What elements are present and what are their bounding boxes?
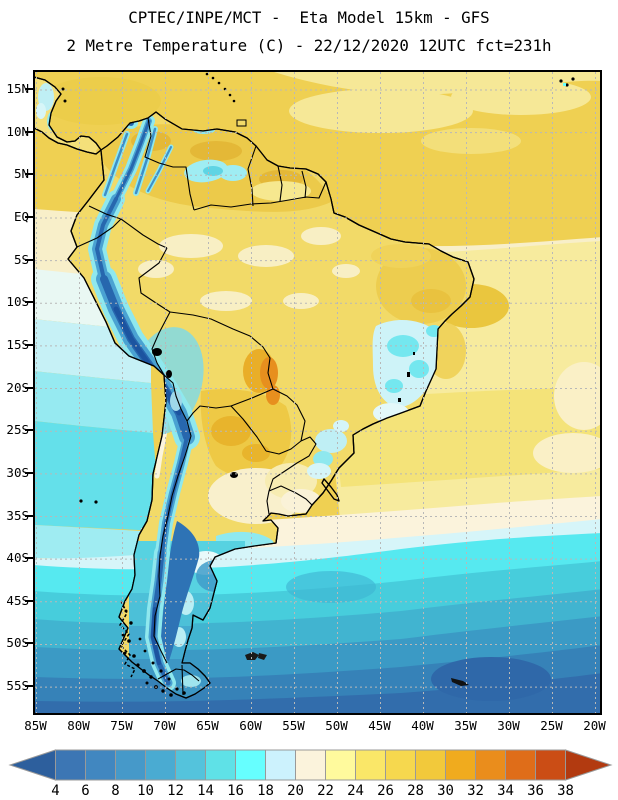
lat-tick-35S bbox=[25, 514, 33, 517]
colorbar-tick-24: 24 bbox=[347, 783, 364, 799]
colorbar-tick-12: 12 bbox=[167, 783, 184, 799]
colorbar-cell-4-6 bbox=[55, 749, 86, 781]
lat-label-45S: 45S bbox=[6, 592, 29, 608]
lat-tick-25S bbox=[25, 429, 33, 432]
colorbar-tick-38: 38 bbox=[557, 783, 574, 799]
lon-label-25W: 25W bbox=[540, 718, 563, 733]
colorbar-cell-34-36 bbox=[505, 749, 536, 781]
lat-tick-5S bbox=[25, 258, 33, 261]
lon-label-40W: 40W bbox=[411, 718, 434, 733]
lat-label-25S: 25S bbox=[6, 422, 29, 438]
colorbar-tick-22: 22 bbox=[317, 783, 334, 799]
lat-tick-15S bbox=[25, 343, 33, 346]
colorbar-tick-16: 16 bbox=[227, 783, 244, 799]
colorbar-cell-12-14 bbox=[175, 749, 206, 781]
colorbar-tick-18: 18 bbox=[257, 783, 274, 799]
lat-tick-20S bbox=[25, 386, 33, 389]
lat-label-40S: 40S bbox=[6, 550, 29, 566]
lat-label-30S: 30S bbox=[6, 464, 29, 480]
map-frame bbox=[33, 70, 602, 715]
lat-tick-10S bbox=[25, 301, 33, 304]
lat-label-10S: 10S bbox=[6, 294, 29, 310]
colorbar-cell-36-38 bbox=[535, 749, 566, 781]
figure-titles: CPTEC/INPE/MCT - Eta Model 15km - GFS 2 … bbox=[0, 4, 618, 60]
lat-label-35S: 35S bbox=[6, 507, 29, 523]
falkland-islands bbox=[245, 652, 259, 660]
grid-lines bbox=[35, 72, 600, 713]
colorbar-cell-10-12 bbox=[145, 749, 176, 781]
lat-tick-15N bbox=[25, 88, 33, 90]
colorbar-cell-28-30 bbox=[415, 749, 446, 781]
map-canvas bbox=[35, 72, 600, 713]
lat-label-55S: 55S bbox=[6, 678, 29, 694]
colorbar-cell-26-28 bbox=[385, 749, 416, 781]
lon-label-20W: 20W bbox=[583, 718, 606, 733]
colorbar-tick-8: 8 bbox=[111, 783, 119, 799]
colorbar-tick-30: 30 bbox=[437, 783, 454, 799]
colorbar-tick-34: 34 bbox=[497, 783, 514, 799]
colorbar-tick-28: 28 bbox=[407, 783, 424, 799]
colorbar-arrow-above-max bbox=[565, 749, 613, 781]
lat-tick-EQ bbox=[25, 215, 33, 218]
lat-tick-10N bbox=[25, 130, 33, 133]
colorbar-tick-6: 6 bbox=[81, 783, 89, 799]
lat-label-50S: 50S bbox=[6, 635, 29, 651]
lat-label-15S: 15S bbox=[6, 336, 29, 352]
colorbar-tick-32: 32 bbox=[467, 783, 484, 799]
title-line-2: 2 Metre Temperature (C) - 22/12/2020 12U… bbox=[66, 36, 552, 55]
lon-label-50W: 50W bbox=[325, 718, 348, 733]
colorbar-cell-20-22 bbox=[295, 749, 326, 781]
colorbar-cell-18-20 bbox=[265, 749, 296, 781]
land-temperature-shading bbox=[36, 83, 466, 698]
lon-label-30W: 30W bbox=[497, 718, 520, 733]
lat-label-15N: 15N bbox=[6, 81, 29, 96]
lat-tick-55S bbox=[25, 685, 33, 688]
colorbar-tick-10: 10 bbox=[137, 783, 154, 799]
lon-label-55W: 55W bbox=[282, 718, 305, 733]
colorbar-cell-30-32 bbox=[445, 749, 476, 781]
lat-tick-30S bbox=[25, 471, 33, 474]
colorbar-arrow-below-min bbox=[8, 749, 56, 781]
colorbar-tick-14: 14 bbox=[197, 783, 214, 799]
south-georgia-island bbox=[451, 678, 469, 686]
lat-label-20S: 20S bbox=[6, 379, 29, 395]
fjord-speckles bbox=[121, 609, 186, 697]
colorbar-cell-22-24 bbox=[325, 749, 356, 781]
colorbar-cell-8-10 bbox=[115, 749, 146, 781]
lat-label-5N: 5N bbox=[13, 166, 29, 182]
lat-tick-5N bbox=[25, 173, 33, 176]
lon-label-75W: 75W bbox=[110, 718, 133, 733]
colorbar-cell-14-16 bbox=[205, 749, 236, 781]
colorbar-tick-26: 26 bbox=[377, 783, 394, 799]
lon-label-70W: 70W bbox=[153, 718, 176, 733]
lon-label-45W: 45W bbox=[368, 718, 391, 733]
lat-tick-40S bbox=[25, 557, 33, 560]
lon-label-65W: 65W bbox=[196, 718, 219, 733]
lat-tick-50S bbox=[25, 642, 33, 645]
colorbar-tick-4: 4 bbox=[51, 783, 59, 799]
colorbar-tick-20: 20 bbox=[287, 783, 304, 799]
lon-label-60W: 60W bbox=[239, 718, 262, 733]
title-line-1: CPTEC/INPE/MCT - Eta Model 15km - GFS bbox=[128, 8, 490, 27]
colorbar-cell-16-18 bbox=[235, 749, 266, 781]
lon-label-80W: 80W bbox=[67, 718, 90, 733]
lat-label-5S: 5S bbox=[13, 251, 29, 267]
colorbar-tick-36: 36 bbox=[527, 783, 544, 799]
colorbar: 4 6 8 10 12 14 16 18 20 22 24 26 28 30 32 34 36 38 bbox=[8, 749, 613, 799]
lakes-and-islands bbox=[61, 72, 575, 697]
colorbar-cell-6-8 bbox=[85, 749, 116, 781]
colorbar-cell-32-34 bbox=[475, 749, 506, 781]
lon-label-35W: 35W bbox=[454, 718, 477, 733]
lat-label-EQ: EQ bbox=[13, 208, 29, 224]
colorbar-cell-24-26 bbox=[355, 749, 386, 781]
lon-label-85W: 85W bbox=[24, 718, 47, 733]
lat-tick-45S bbox=[25, 599, 33, 602]
lat-label-10N: 10N bbox=[6, 123, 29, 139]
